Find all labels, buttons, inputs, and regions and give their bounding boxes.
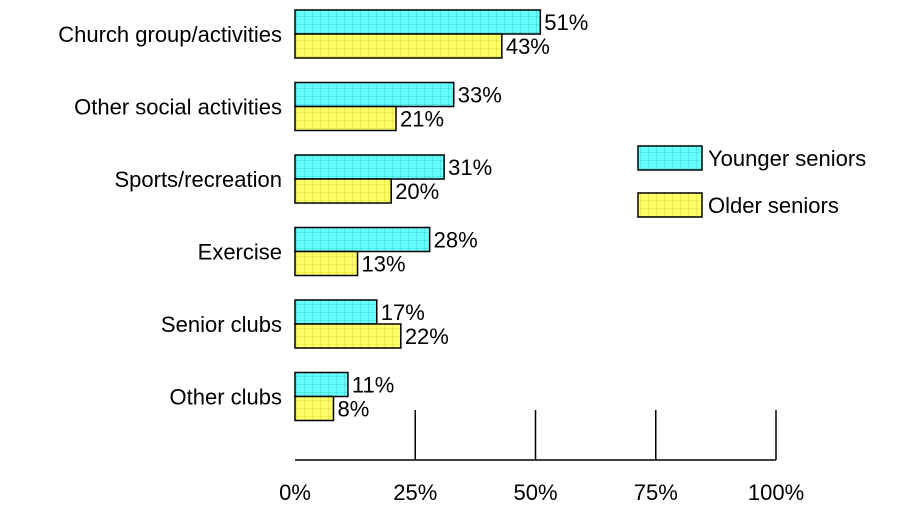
data-label: 43% bbox=[506, 34, 550, 59]
x-axis: 0% 25% 50% 75% 100% bbox=[279, 410, 804, 505]
data-label: 33% bbox=[458, 83, 502, 108]
data-label: 28% bbox=[434, 228, 478, 253]
legend-label: Older seniors bbox=[708, 193, 839, 218]
legend-swatch bbox=[637, 145, 703, 171]
bar-younger-seniors bbox=[294, 154, 445, 180]
bar-older-seniors bbox=[294, 178, 392, 204]
bar-younger-seniors bbox=[294, 226, 431, 253]
data-label: 21% bbox=[400, 107, 444, 132]
legend: Younger seniors Older seniors bbox=[637, 145, 866, 218]
data-label: 13% bbox=[362, 252, 406, 277]
category-label: Senior clubs bbox=[161, 312, 282, 337]
legend-swatch bbox=[637, 192, 703, 218]
category-label: Other clubs bbox=[170, 385, 283, 410]
x-tick-label: 50% bbox=[513, 480, 557, 505]
data-label: 11% bbox=[352, 373, 394, 398]
bar-younger-seniors bbox=[294, 371, 349, 398]
data-label: 17% bbox=[381, 300, 425, 325]
bar-older-seniors bbox=[294, 323, 402, 349]
x-tick-label: 100% bbox=[748, 480, 804, 505]
category-label: Exercise bbox=[198, 240, 282, 265]
category-label: Church group/activities bbox=[58, 22, 282, 47]
category-label: Other social activities bbox=[74, 95, 282, 120]
x-tick-label: 0% bbox=[279, 480, 311, 505]
bar-older-seniors bbox=[294, 105, 397, 132]
bars-layer: Church group/activities 51%43% Other socia… bbox=[58, 9, 588, 422]
bar-older-seniors bbox=[294, 250, 359, 277]
category-label: Sports/recreation bbox=[114, 167, 282, 192]
x-tick-label: 25% bbox=[393, 480, 437, 505]
bar-younger-seniors bbox=[294, 81, 455, 108]
bar-younger-seniors bbox=[294, 9, 542, 35]
bar-younger-seniors bbox=[294, 299, 378, 325]
data-label: 51% bbox=[544, 10, 588, 35]
bar-older-seniors bbox=[294, 395, 335, 422]
data-label: 31% bbox=[448, 155, 492, 180]
legend-label: Younger seniors bbox=[708, 146, 866, 171]
x-tick-label: 75% bbox=[634, 480, 678, 505]
data-label: 20% bbox=[395, 179, 439, 204]
data-label: 22% bbox=[405, 324, 449, 349]
bar-older-seniors bbox=[294, 33, 503, 59]
data-label: 8% bbox=[337, 397, 369, 422]
